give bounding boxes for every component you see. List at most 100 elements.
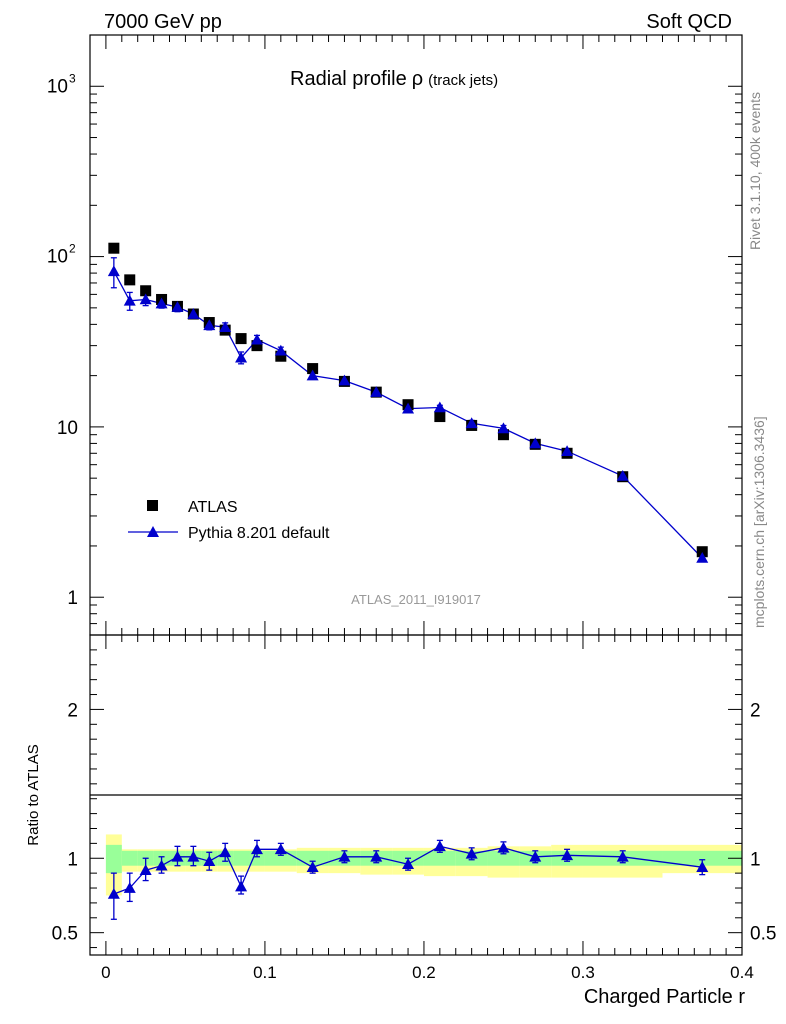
pythia-data-point <box>402 402 415 414</box>
chart-title-suffix: (track jets) <box>428 72 498 89</box>
atlas-data-point <box>235 333 247 345</box>
pythia-data-point <box>616 469 629 481</box>
ratio-data-point <box>561 849 574 861</box>
ratio-data-point <box>219 846 232 858</box>
pythia-data-point <box>139 293 152 305</box>
chart-title: Radial profile ρ (track jets) <box>290 68 498 90</box>
legend-pythia-label: Pythia 8.201 default <box>188 525 330 542</box>
atlas-data-point <box>434 411 446 423</box>
ratio-data-point <box>465 847 478 859</box>
legend-atlas-marker <box>147 500 158 511</box>
ratio-ticks: 0 0.1 0.2 0.3 0.4 0.5 0.5 1 1 2 2 <box>52 634 776 982</box>
pythia-data-point <box>187 308 200 319</box>
main-plot-frame <box>89 34 743 636</box>
mcplots-label: mcplots.cern.ch [arXiv:1306.3436] <box>751 416 767 628</box>
ratio-series-line <box>113 845 703 895</box>
ratio-data-point <box>155 859 168 871</box>
pythia-series-line <box>113 270 703 559</box>
x-tick-label: 0.1 <box>253 963 277 982</box>
pythia-data-point <box>306 369 319 381</box>
ratio-data-point <box>497 841 510 853</box>
pythia-data-point <box>497 422 510 434</box>
pythia-data-point <box>338 374 351 386</box>
main-marks <box>107 242 709 563</box>
ratio-y-tick-label: 1 <box>67 849 78 870</box>
pythia-data-point <box>696 551 709 563</box>
ratio-y-tick-label-right: 0.5 <box>750 924 776 945</box>
stat-band-segment <box>296 850 329 866</box>
ratio-data-point <box>402 858 415 870</box>
legend: ATLAS Pythia 8.201 default <box>128 499 330 542</box>
x-tick-label: 0 <box>101 963 110 982</box>
ratio-data-point <box>529 850 542 862</box>
ratio-plot-frame <box>89 634 743 956</box>
ratio-data-point <box>370 850 383 862</box>
ratio-y-tick-label-right: 2 <box>750 700 761 721</box>
y-tick-label-exponent: 2 <box>69 242 76 256</box>
ratio-data-point <box>123 882 136 893</box>
pythia-data-point <box>561 445 574 456</box>
ratio-data-point <box>616 850 629 862</box>
stat-band-segment <box>121 850 138 866</box>
atlas-data-point <box>108 242 120 254</box>
pythia-data-point <box>235 351 248 363</box>
ratio-data-point <box>306 861 319 872</box>
ratio-uncertainty-bands <box>105 834 742 896</box>
chart-title-symbol: ρ <box>412 68 423 90</box>
atlas-data-point <box>124 274 136 286</box>
pythia-data-point <box>250 333 263 345</box>
analysis-id-label: ATLAS_2011_I919017 <box>351 592 481 607</box>
pythia-data-point <box>219 321 232 332</box>
pythia-data-point <box>203 319 216 331</box>
ratio-data-point <box>139 864 152 875</box>
stat-band-segment <box>233 850 250 866</box>
y-tick-label: 10 <box>47 247 68 268</box>
stat-band-segment <box>423 850 456 866</box>
pythia-data-point <box>433 401 446 413</box>
ratio-y-tick-label-right: 1 <box>750 849 761 870</box>
ratio-data-point <box>235 880 248 892</box>
ratio-data-point <box>187 850 200 862</box>
ratio-y-axis-label: Ratio to ATLAS <box>25 744 42 845</box>
stat-band-segment <box>487 850 520 866</box>
legend-pythia-marker <box>147 526 159 537</box>
pythia-data-point <box>107 265 120 277</box>
ratio-marks <box>107 839 709 920</box>
pythia-data-point <box>465 417 478 429</box>
y-tick-label-exponent: 3 <box>69 71 76 85</box>
ratio-data-point <box>696 861 709 872</box>
stat-band-segment <box>105 844 122 874</box>
header-right-label: Soft QCD <box>646 11 732 33</box>
pythia-data-point <box>529 437 542 449</box>
stat-band-segment <box>662 850 742 866</box>
x-tick-label: 0.4 <box>730 963 754 982</box>
atlas-data-point <box>307 363 319 375</box>
ratio-data-point <box>433 840 446 852</box>
atlas-data-point <box>696 546 708 558</box>
pythia-data-point <box>123 294 136 306</box>
ratio-y-tick-label: 2 <box>67 700 78 721</box>
ratio-data-point <box>338 850 351 862</box>
rivet-version-label: Rivet 3.1.10, 400k events <box>747 92 763 250</box>
x-tick-label: 0.3 <box>571 963 595 982</box>
chart-title-text: Radial profile <box>290 68 407 90</box>
ratio-data-point <box>203 855 216 867</box>
atlas-data-point <box>275 350 287 362</box>
ratio-data-point <box>250 843 263 855</box>
ratio-data-point <box>274 843 287 855</box>
legend-atlas-label: ATLAS <box>188 499 238 516</box>
pythia-data-point <box>171 301 184 312</box>
ratio-y-tick-label: 0.5 <box>52 924 78 945</box>
ratio-panel: 0 0.1 0.2 0.3 0.4 0.5 0.5 1 1 2 2 <box>52 634 776 982</box>
atlas-data-point <box>497 429 509 441</box>
y-tick-label: 10 <box>47 76 68 97</box>
y-tick-label: 10 <box>57 418 78 439</box>
x-tick-label: 0.2 <box>412 963 436 982</box>
pythia-data-point <box>370 386 383 397</box>
y-tick-label: 1 <box>67 588 78 609</box>
header-left-label: 7000 GeV pp <box>104 11 222 33</box>
stat-band-segment <box>249 850 265 866</box>
ratio-data-point <box>171 850 184 862</box>
